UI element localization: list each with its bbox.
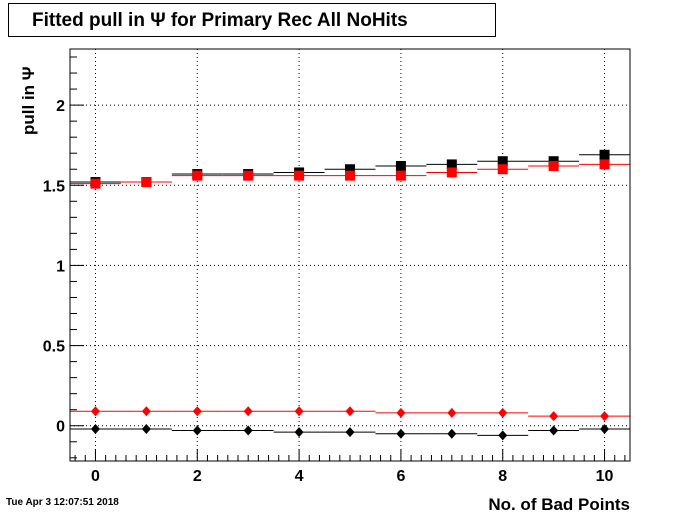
x-tick-label: 6 — [396, 468, 405, 485]
data-point — [345, 406, 355, 417]
y-tick-label: 0 — [56, 419, 65, 436]
data-point — [141, 406, 151, 417]
y-tick-label: 0.5 — [43, 339, 65, 356]
data-point — [294, 170, 305, 181]
data-point — [600, 423, 610, 434]
data-series — [70, 149, 630, 441]
y-axis-title: pull in Ψ — [19, 66, 38, 135]
grid — [70, 49, 630, 461]
series-0 — [70, 149, 630, 188]
data-point — [447, 428, 457, 439]
data-point — [599, 149, 610, 160]
data-point — [549, 411, 559, 422]
plot-frame — [69, 48, 631, 462]
timestamp: Tue Apr 3 12:07:51 2018 — [6, 497, 119, 508]
y-tick-label: 1.5 — [43, 178, 65, 195]
data-point — [446, 159, 457, 170]
data-point — [192, 425, 202, 436]
data-point — [548, 161, 559, 172]
data-point — [498, 430, 508, 441]
x-tick-label: 2 — [193, 468, 202, 485]
data-point — [497, 156, 508, 167]
data-point — [345, 427, 355, 438]
chart-title: Fitted pull in Ψ for Primary Rec All NoH… — [8, 3, 496, 37]
data-point — [192, 170, 203, 181]
series-2 — [70, 406, 630, 422]
data-point — [243, 170, 254, 181]
data-point — [294, 427, 304, 438]
data-point — [243, 425, 253, 436]
y-tick-label: 2 — [56, 98, 65, 115]
data-point — [90, 178, 101, 189]
y-tick-label: 1 — [56, 258, 65, 275]
data-point — [498, 407, 508, 418]
x-tick-label: 8 — [498, 468, 507, 485]
data-point — [345, 170, 355, 181]
data-point — [395, 161, 406, 172]
data-point — [446, 167, 457, 178]
data-point — [395, 170, 406, 181]
plot-frame-rect — [69, 48, 631, 462]
data-point — [599, 159, 610, 170]
x-tick-label: 4 — [295, 468, 304, 485]
data-point — [90, 423, 100, 434]
axis-ticks — [70, 56, 626, 461]
data-point — [192, 406, 202, 417]
data-point — [497, 164, 508, 175]
data-point — [447, 407, 457, 418]
data-point — [294, 406, 304, 417]
tick-labels: 0 2 4 6 8 10 0 0.5 1 1.5 2 — [43, 98, 614, 485]
x-tick-label: 10 — [596, 468, 614, 485]
data-point — [90, 406, 100, 417]
data-point — [396, 428, 406, 439]
data-point — [549, 425, 559, 436]
data-point — [243, 406, 253, 417]
x-axis-title: No. of Bad Points — [488, 495, 630, 514]
data-point — [345, 164, 355, 175]
x-tick-label: 0 — [91, 468, 100, 485]
data-point — [600, 411, 610, 422]
data-point — [141, 423, 151, 434]
data-point — [396, 407, 406, 418]
series-1 — [70, 159, 630, 189]
data-point — [141, 177, 152, 188]
series-3 — [70, 423, 630, 441]
